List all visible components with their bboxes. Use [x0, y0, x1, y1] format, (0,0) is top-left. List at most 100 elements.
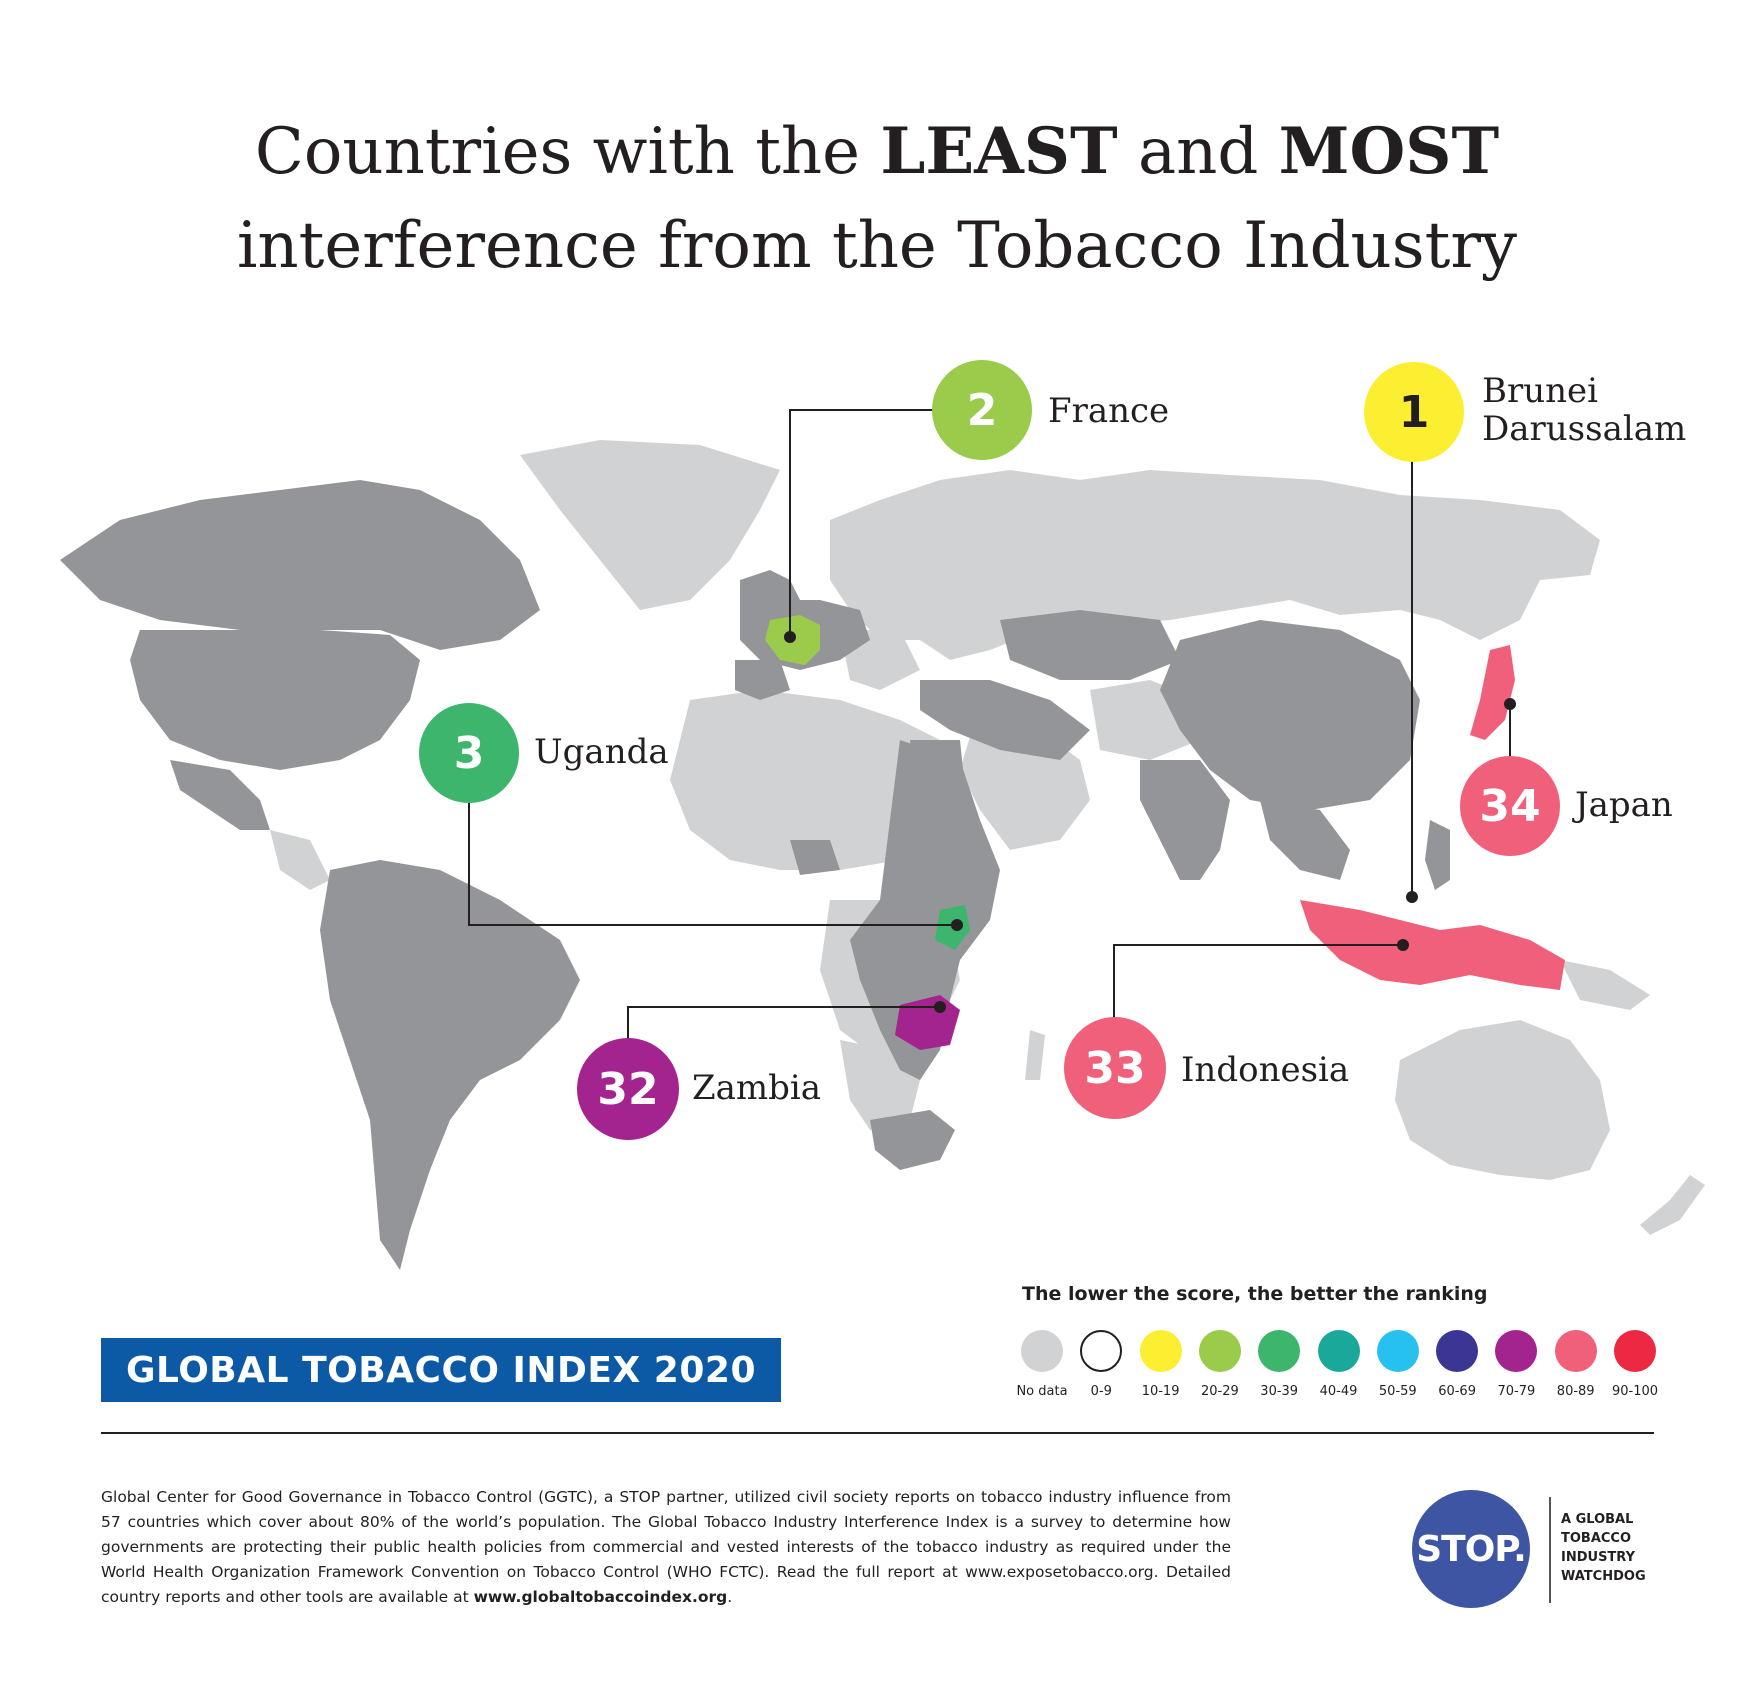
- title-emphasis-least: LEAST: [880, 114, 1118, 189]
- tagline-line: A GLOBAL: [1561, 1512, 1634, 1527]
- legend-item: 90-100: [1605, 1330, 1665, 1399]
- dot-zambia: [934, 1001, 946, 1013]
- egypt: [910, 740, 965, 790]
- legend-label: 10-19: [1141, 1384, 1180, 1399]
- legend-label: 50-59: [1378, 1384, 1417, 1399]
- country-label-france: France: [1048, 391, 1170, 431]
- legend-title: The lower the score, the better the rank…: [1022, 1283, 1488, 1305]
- legend-swatch: [1139, 1330, 1182, 1372]
- legend-label: 70-79: [1497, 1384, 1536, 1399]
- legend-swatch: [1080, 1330, 1123, 1372]
- country-label-uganda: Uganda: [534, 732, 669, 772]
- russia: [830, 470, 1600, 660]
- nigeria: [790, 840, 840, 875]
- country-label-brunei: Brunei Darussalam: [1482, 372, 1686, 448]
- legend-label: 0-9: [1090, 1384, 1112, 1399]
- footer-text: Global Center for Good Governance in Tob…: [101, 1485, 1231, 1610]
- legend-item: 20-29: [1190, 1330, 1250, 1399]
- south-america: [320, 860, 580, 1270]
- legend-item: 0-9: [1071, 1330, 1131, 1399]
- tagline-line: INDUSTRY: [1561, 1550, 1636, 1565]
- title-text: Countries with the: [254, 115, 881, 189]
- kazakhstan: [1000, 610, 1180, 680]
- legend-label: 20-29: [1201, 1384, 1239, 1399]
- leader-indonesia: [1113, 944, 1403, 1022]
- rank-bubble-brunei: 1: [1364, 362, 1464, 462]
- stop-logo: STOP.: [1412, 1490, 1530, 1608]
- indonesia-shape: [1300, 900, 1565, 990]
- country-name-line-1: Brunei: [1482, 371, 1599, 411]
- legend-item: 60-69: [1427, 1330, 1487, 1399]
- divider: [101, 1432, 1654, 1434]
- tagline-line: WATCHDOG: [1561, 1569, 1646, 1584]
- logo-tagline: A GLOBAL TOBACCO INDUSTRY WATCHDOG: [1561, 1510, 1671, 1586]
- legend-swatch: [1495, 1330, 1538, 1372]
- dot-indonesia: [1397, 939, 1409, 951]
- north-africa: [670, 690, 960, 870]
- legend-item: 70-79: [1486, 1330, 1546, 1399]
- japan-shape: [1470, 645, 1515, 740]
- legend-swatch: [1554, 1330, 1597, 1372]
- australia: [1395, 1020, 1610, 1180]
- country-label-japan: Japan: [1575, 785, 1673, 825]
- legend-swatch: [1376, 1330, 1419, 1372]
- rank-bubble-japan: 34: [1460, 756, 1560, 856]
- location-dots: [784, 631, 1516, 1013]
- iberia: [735, 660, 790, 700]
- greenland: [520, 440, 780, 610]
- rank-bubble-indonesia: 33: [1064, 1017, 1166, 1119]
- legend-swatch: [1258, 1330, 1301, 1372]
- legend-item: 30-39: [1249, 1330, 1309, 1399]
- footer-body: Global Center for Good Governance in Tob…: [101, 1488, 1231, 1606]
- country-label-indonesia: Indonesia: [1181, 1050, 1350, 1090]
- title-emphasis-most: MOST: [1278, 114, 1500, 189]
- title-line-1: Countries with the LEAST and MOST: [0, 105, 1754, 199]
- turkey-iran: [920, 680, 1090, 760]
- legend-item: No data: [1012, 1330, 1072, 1399]
- mexico: [170, 760, 270, 830]
- surveyed-land: [60, 480, 1450, 1270]
- legend-label: 90-100: [1611, 1384, 1659, 1399]
- leader-lines: [468, 409, 1511, 1055]
- legend-label: 40-49: [1319, 1384, 1358, 1399]
- south-africa: [870, 1110, 955, 1170]
- title-text: and: [1117, 115, 1279, 189]
- dot-uganda: [951, 919, 963, 931]
- rank-bubble-uganda: 3: [419, 703, 519, 803]
- philippines: [1425, 820, 1450, 890]
- legend-swatch: [1614, 1330, 1656, 1372]
- legend-swatch: [1436, 1330, 1479, 1372]
- legend-item: 80-89: [1546, 1330, 1606, 1399]
- leader-uganda: [468, 800, 957, 926]
- page-title: Countries with the LEAST and MOST interf…: [0, 105, 1754, 293]
- legend-swatch: [1198, 1330, 1241, 1372]
- africa-east: [850, 740, 1000, 1080]
- country-label-zambia: Zambia: [692, 1068, 822, 1108]
- logo-divider: [1549, 1497, 1551, 1603]
- footer-link[interactable]: www.globaltobaccoindex.org: [473, 1588, 728, 1606]
- legend-label: 60-69: [1438, 1384, 1476, 1399]
- legend-label: 80-89: [1556, 1384, 1595, 1399]
- legend-swatch: [1021, 1330, 1063, 1372]
- central-america: [270, 830, 330, 890]
- southeast-asia: [1260, 800, 1350, 880]
- legend-item: 40-49: [1309, 1330, 1369, 1399]
- legend-label: No data: [1016, 1384, 1068, 1399]
- rank-bubble-zambia: 32: [577, 1038, 679, 1140]
- madagascar: [1025, 1030, 1045, 1080]
- new-zealand: [1640, 1175, 1705, 1235]
- country-name-line-2: Darussalam: [1482, 409, 1687, 449]
- index-badge: GLOBAL TOBACCO INDEX 2020: [101, 1338, 781, 1402]
- dot-france: [784, 631, 796, 643]
- tagline-line: TOBACCO: [1561, 1531, 1632, 1546]
- legend-swatch: [1317, 1330, 1360, 1372]
- leader-france: [789, 409, 935, 637]
- papua: [1560, 960, 1650, 1010]
- dot-japan: [1504, 698, 1516, 710]
- rank-bubble-france: 2: [932, 360, 1032, 460]
- china: [1160, 620, 1420, 810]
- india: [1140, 760, 1230, 880]
- legend-item: 50-59: [1368, 1330, 1428, 1399]
- footer-end: .: [727, 1588, 733, 1606]
